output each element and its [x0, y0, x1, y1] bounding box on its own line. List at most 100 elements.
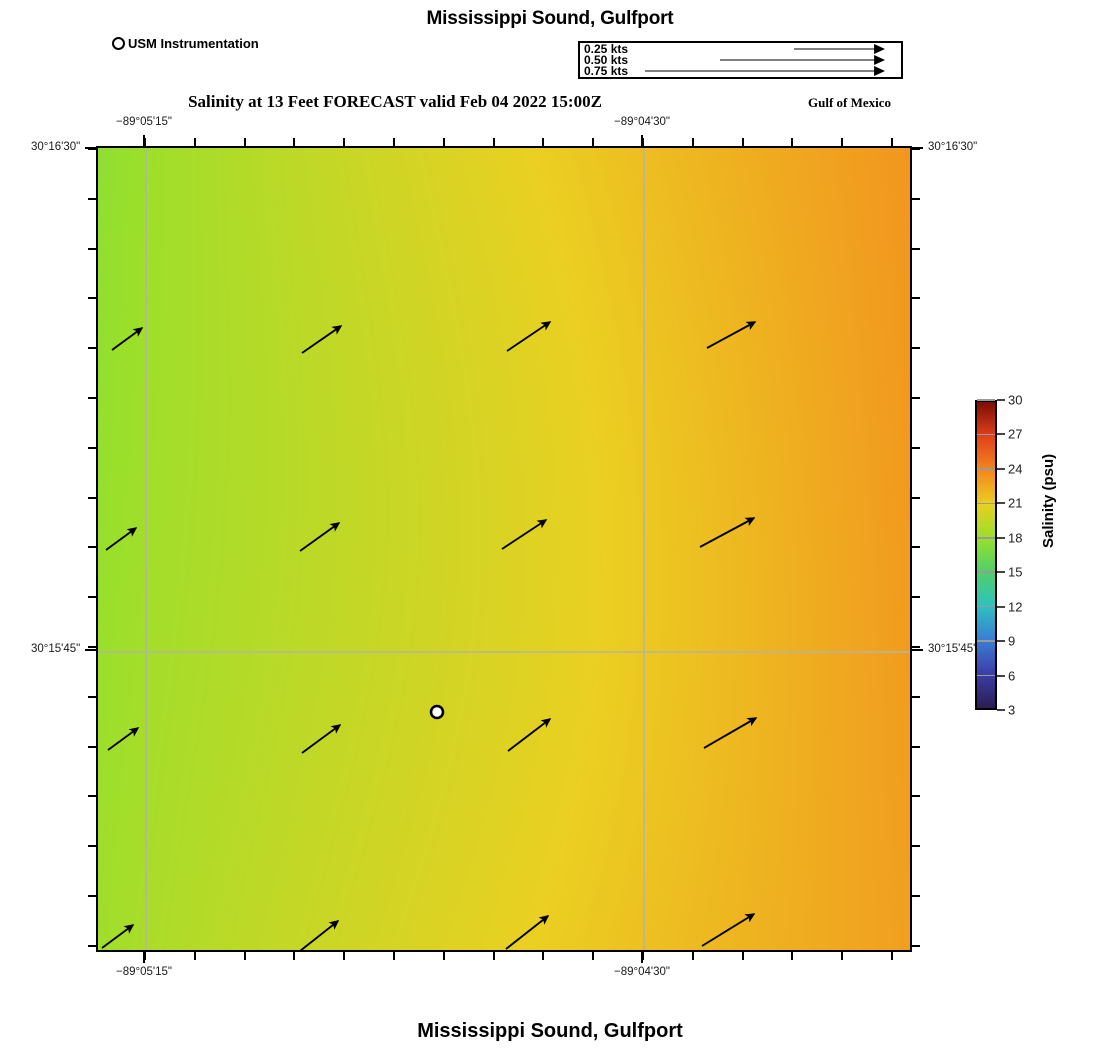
- axis-tick-bottom: [592, 952, 594, 960]
- current-vector-arrow: [507, 718, 552, 752]
- lat-label-left-0: 30°16'30": [31, 141, 81, 153]
- colorbar-band-separator: [977, 571, 995, 573]
- colorbar-tick: [997, 709, 1005, 711]
- colorbar-tick-label: 6: [1008, 668, 1016, 684]
- axis-major-tick-top: [143, 135, 146, 146]
- axis-tick-right: [912, 447, 920, 449]
- current-vector-arrow: [703, 717, 758, 749]
- axis-tick-right: [912, 248, 920, 250]
- axis-tick-bottom: [692, 952, 694, 960]
- current-vector-arrow: [301, 724, 342, 754]
- colorbar-band-separator: [977, 605, 995, 608]
- axis-tick-left: [88, 696, 96, 698]
- lat-label-right-0: 30°16'30": [928, 141, 978, 153]
- axis-tick-left: [88, 895, 96, 897]
- current-vector-arrow: [706, 321, 757, 349]
- colorbar-tick-label: 30: [1008, 392, 1023, 408]
- axis-tick-right: [912, 297, 920, 299]
- axis-tick-top: [194, 138, 196, 146]
- lon-label-bottom-0: −89°05'15": [116, 966, 172, 978]
- axis-tick-left: [88, 845, 96, 847]
- station-marker[interactable]: [429, 704, 445, 720]
- axis-tick-left: [88, 497, 96, 499]
- axis-tick-right: [912, 198, 920, 200]
- axis-tick-left: [88, 646, 96, 648]
- axis-tick-left: [88, 795, 96, 797]
- axis-tick-top: [493, 138, 495, 146]
- axis-tick-top: [393, 138, 395, 146]
- axis-tick-bottom: [791, 952, 793, 960]
- velocity-label-1: 0.50 kts: [584, 53, 629, 67]
- lon-label-top-0: −89°05'15": [116, 116, 172, 128]
- axis-tick-bottom: [293, 952, 295, 960]
- velocity-label-0: 0.25 kts: [584, 42, 629, 56]
- axis-tick-top: [592, 138, 594, 146]
- colorbar-tick-label: 15: [1008, 564, 1023, 580]
- current-vector-arrow: [107, 727, 140, 751]
- axis-major-tick-right: [912, 147, 923, 150]
- axis-tick-top: [293, 138, 295, 146]
- axis-tick-bottom: [742, 952, 744, 960]
- page-title: Mississippi Sound, Gulfport: [426, 8, 674, 29]
- colorbar-tick: [997, 399, 1005, 401]
- map-plot-area[interactable]: [96, 146, 912, 952]
- axis-tick-right: [912, 895, 920, 897]
- axis-tick-left: [88, 297, 96, 299]
- axis-tick-left: [88, 248, 96, 250]
- axis-tick-left: [88, 347, 96, 349]
- current-vector-arrow: [501, 519, 548, 550]
- colorbar-band-separator: [977, 674, 995, 677]
- axis-tick-top: [791, 138, 793, 146]
- axis-major-tick-left: [85, 147, 96, 150]
- axis-tick-right: [912, 945, 920, 947]
- axis-tick-top: [244, 138, 246, 146]
- colorbar-tick-label: 18: [1008, 530, 1023, 546]
- velocity-scale-arrows: [645, 44, 886, 76]
- axis-tick-left: [88, 397, 96, 399]
- lon-label-bottom-1: −89°04'30": [614, 966, 670, 978]
- colorbar-tick-label: 3: [1008, 702, 1016, 718]
- current-vector-arrow: [505, 915, 550, 950]
- lon-label-top-1: −89°04'30": [614, 116, 670, 128]
- current-vector-arrow: [299, 920, 340, 950]
- axis-tick-left: [88, 546, 96, 548]
- axis-tick-right: [912, 696, 920, 698]
- axis-tick-right: [912, 845, 920, 847]
- axis-tick-top: [542, 138, 544, 146]
- axis-tick-top: [841, 138, 843, 146]
- axis-tick-bottom: [244, 952, 246, 960]
- current-vector-arrow: [105, 527, 138, 551]
- axis-tick-right: [912, 596, 920, 598]
- axis-major-tick-left: [85, 649, 96, 652]
- colorbar-band-separator: [977, 502, 995, 505]
- current-vector-arrow: [111, 327, 144, 351]
- axis-tick-top: [742, 138, 744, 146]
- current-vector-arrow: [301, 325, 343, 354]
- axis-tick-top: [443, 138, 445, 146]
- axis-major-tick-bottom: [143, 952, 146, 963]
- axis-tick-top: [891, 138, 893, 146]
- colorbar-axis-title: Salinity (psu): [1040, 453, 1057, 548]
- axis-tick-bottom: [493, 952, 495, 960]
- colorbar-tick-label: 21: [1008, 495, 1023, 511]
- colorbar-band-separator: [977, 640, 995, 642]
- axis-tick-right: [912, 646, 920, 648]
- axis-major-tick-right: [912, 649, 923, 652]
- axis-tick-bottom: [194, 952, 196, 960]
- axis-tick-right: [912, 397, 920, 399]
- salinity-field: [98, 148, 910, 950]
- axis-tick-bottom: [542, 952, 544, 960]
- circle-marker-icon: [112, 37, 125, 50]
- region-label: Gulf of Mexico: [808, 95, 892, 110]
- axis-tick-bottom: [393, 952, 395, 960]
- axis-major-tick-bottom: [641, 952, 644, 963]
- axis-major-tick-top: [641, 135, 644, 146]
- lat-label-right-1: 30°15'45": [928, 643, 978, 655]
- axis-tick-left: [88, 596, 96, 598]
- colorbar-tick: [997, 605, 1005, 608]
- colorbar-band-separator: [977, 468, 995, 470]
- colorbar-tick: [997, 502, 1005, 505]
- axis-tick-left: [88, 198, 96, 200]
- current-vector-arrow: [299, 522, 341, 552]
- colorbar-band-separator: [977, 433, 995, 436]
